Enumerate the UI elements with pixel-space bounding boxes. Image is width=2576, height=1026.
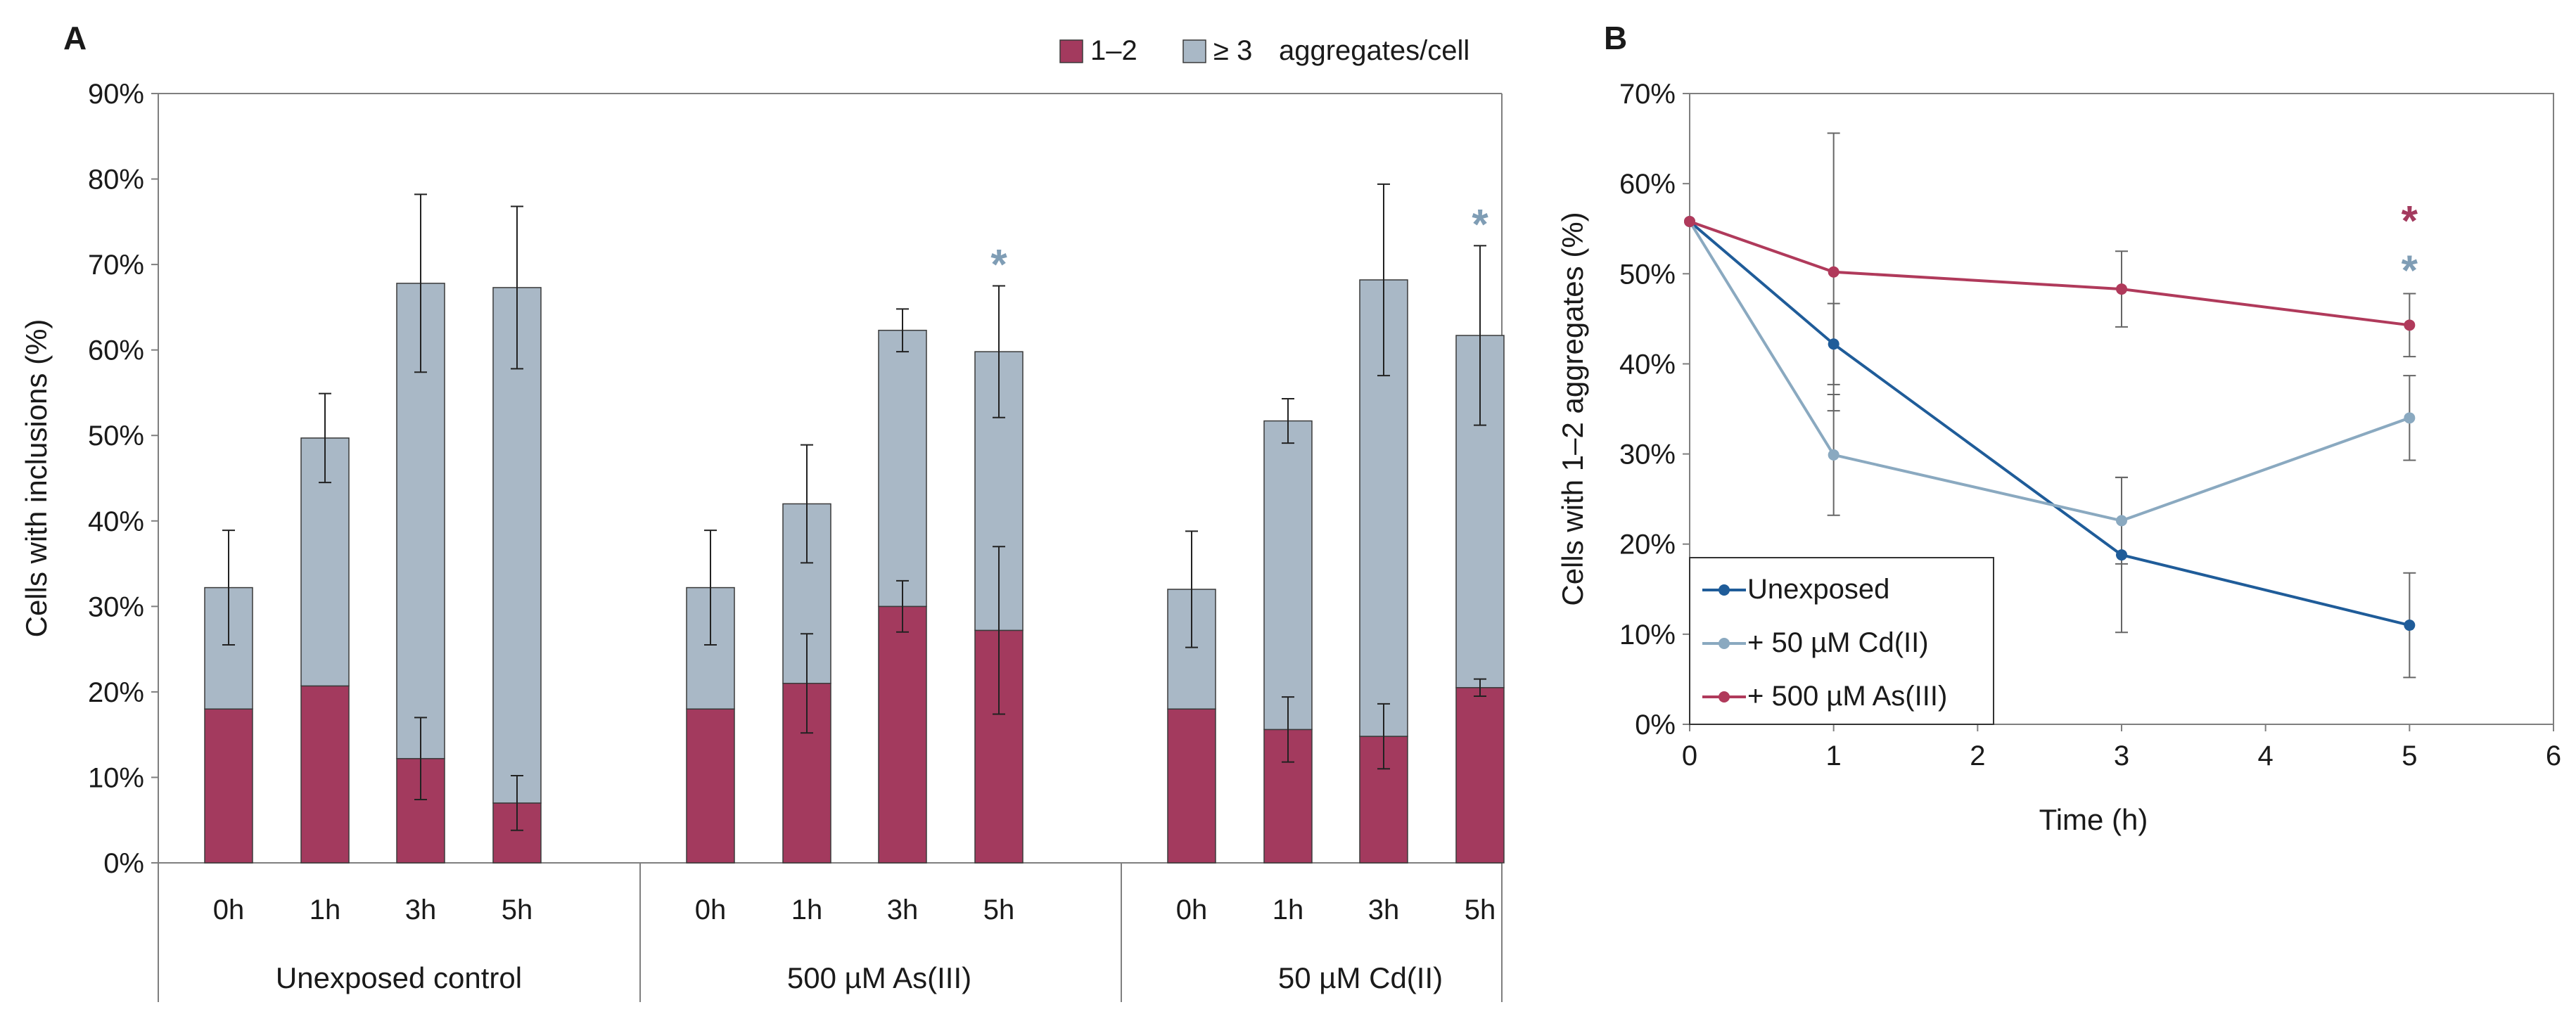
- y-tick-label: 10%: [88, 762, 144, 793]
- data-point: [2116, 549, 2127, 561]
- x-axis-label: Time (h): [2039, 803, 2148, 836]
- legend-swatch-high: [1182, 39, 1206, 63]
- data-point: [2116, 283, 2127, 295]
- data-point: [1828, 449, 1839, 461]
- legend-marker: [1719, 584, 1730, 596]
- category-tick-label: 0h: [695, 894, 727, 925]
- y-tick-label: 30%: [1619, 440, 1676, 470]
- bar-segment-low: [204, 708, 253, 864]
- category-tick-label: 1h: [310, 894, 341, 925]
- bar-segment-low: [1167, 708, 1216, 864]
- group-label: Unexposed control: [276, 961, 522, 994]
- legend-marker: [1719, 638, 1730, 649]
- panel-a-letter: A: [63, 20, 87, 56]
- legend-label: + 50 µM Cd(II): [1747, 627, 1929, 658]
- y-tick-label: 40%: [88, 506, 144, 537]
- y-tick-label: 50%: [88, 421, 144, 451]
- y-tick-label: 90%: [88, 79, 144, 110]
- bar-segment-high: [1263, 420, 1313, 731]
- bar-segment-low: [300, 685, 350, 864]
- legend-label: + 500 µM As(III): [1747, 681, 1947, 712]
- data-point: [2404, 412, 2416, 424]
- data-point: [1828, 266, 1839, 278]
- legend-label: Unexposed: [1747, 574, 1889, 605]
- series-line-2: [1689, 220, 2410, 327]
- panel-b-chart: 0% 10% 20% 30% 40% 50% 60% 70% 0 1 2 3 4 5 6 Time (h) Ce…: [1556, 79, 2561, 836]
- legend-label-low: 1–2: [1090, 35, 1137, 66]
- data-point: [2404, 319, 2416, 331]
- data-point: [2116, 515, 2127, 527]
- y-tick-label: 50%: [1619, 259, 1676, 290]
- series-line-1: [1688, 220, 2411, 522]
- significance-marker: *: [2402, 197, 2418, 244]
- panel-a-chart: 0% 10% 20% 30% 40% 50% 60% 70% 80% 90% Cells with …: [20, 35, 1505, 1002]
- panel-b-letter: B: [1604, 20, 1627, 56]
- x-tick-label: 1: [1826, 740, 1842, 771]
- legend-label-high: ≥ 3: [1213, 35, 1252, 66]
- bar-segment-high: [492, 287, 542, 804]
- category-tick-label: 5h: [983, 894, 1015, 925]
- y-tick-label: 60%: [1619, 169, 1676, 200]
- y-tick-label: 60%: [88, 335, 144, 366]
- y-tick-label: 0%: [103, 848, 144, 879]
- bar-segment-low: [782, 682, 831, 864]
- category-tick-label: 0h: [213, 894, 245, 925]
- category-tick-label: 5h: [1465, 894, 1496, 925]
- y-axis-label: Cells with inclusions (%): [20, 319, 53, 638]
- legend-marker: [1719, 691, 1730, 703]
- category-tick-label: 1h: [1273, 894, 1304, 925]
- x-tick-label: 0: [1682, 740, 1697, 771]
- legend-suffix: aggregates/cell: [1279, 35, 1469, 66]
- y-tick-label: 20%: [88, 677, 144, 708]
- category-tick-label: 3h: [887, 894, 919, 925]
- x-tick-label: 4: [2258, 740, 2274, 771]
- y-tick-label: 20%: [1619, 530, 1676, 560]
- y-tick-label: 40%: [1619, 349, 1676, 380]
- bar-segment-low: [1455, 687, 1505, 864]
- y-tick-label: 30%: [88, 591, 144, 622]
- data-point: [1684, 215, 1695, 227]
- x-tick-label: 3: [2114, 740, 2129, 771]
- x-tick-label: 6: [2546, 740, 2561, 771]
- legend-swatch-low: [1059, 39, 1083, 63]
- group-label: 50 µM Cd(II): [1278, 961, 1443, 994]
- x-tick-label: 5: [2402, 740, 2417, 771]
- y-tick-label: 70%: [88, 250, 144, 281]
- y-tick-label: 80%: [88, 165, 144, 195]
- significance-marker: *: [2402, 247, 2418, 294]
- significance-marker: *: [990, 241, 1007, 288]
- data-point: [2404, 620, 2416, 631]
- bar-segment-high: [878, 329, 927, 608]
- bar-segment-low: [878, 605, 927, 864]
- y-tick-label: 0%: [1635, 710, 1676, 740]
- y-tick-label: 70%: [1619, 79, 1676, 110]
- category-tick-label: 3h: [405, 894, 437, 925]
- y-axis-label: Cells with 1–2 aggregates (%): [1556, 212, 1589, 605]
- series-line-0: [1688, 220, 2410, 627]
- y-tick-label: 10%: [1619, 620, 1676, 650]
- group-label: 500 µM As(III): [787, 961, 971, 994]
- category-tick-label: 0h: [1176, 894, 1208, 925]
- category-tick-label: 1h: [791, 894, 823, 925]
- bar-segment-low: [686, 708, 735, 864]
- significance-marker: *: [1472, 200, 1488, 248]
- x-tick-label: 2: [1970, 740, 1985, 771]
- category-tick-label: 5h: [502, 894, 533, 925]
- data-point: [1828, 338, 1839, 350]
- category-tick-label: 3h: [1368, 894, 1400, 925]
